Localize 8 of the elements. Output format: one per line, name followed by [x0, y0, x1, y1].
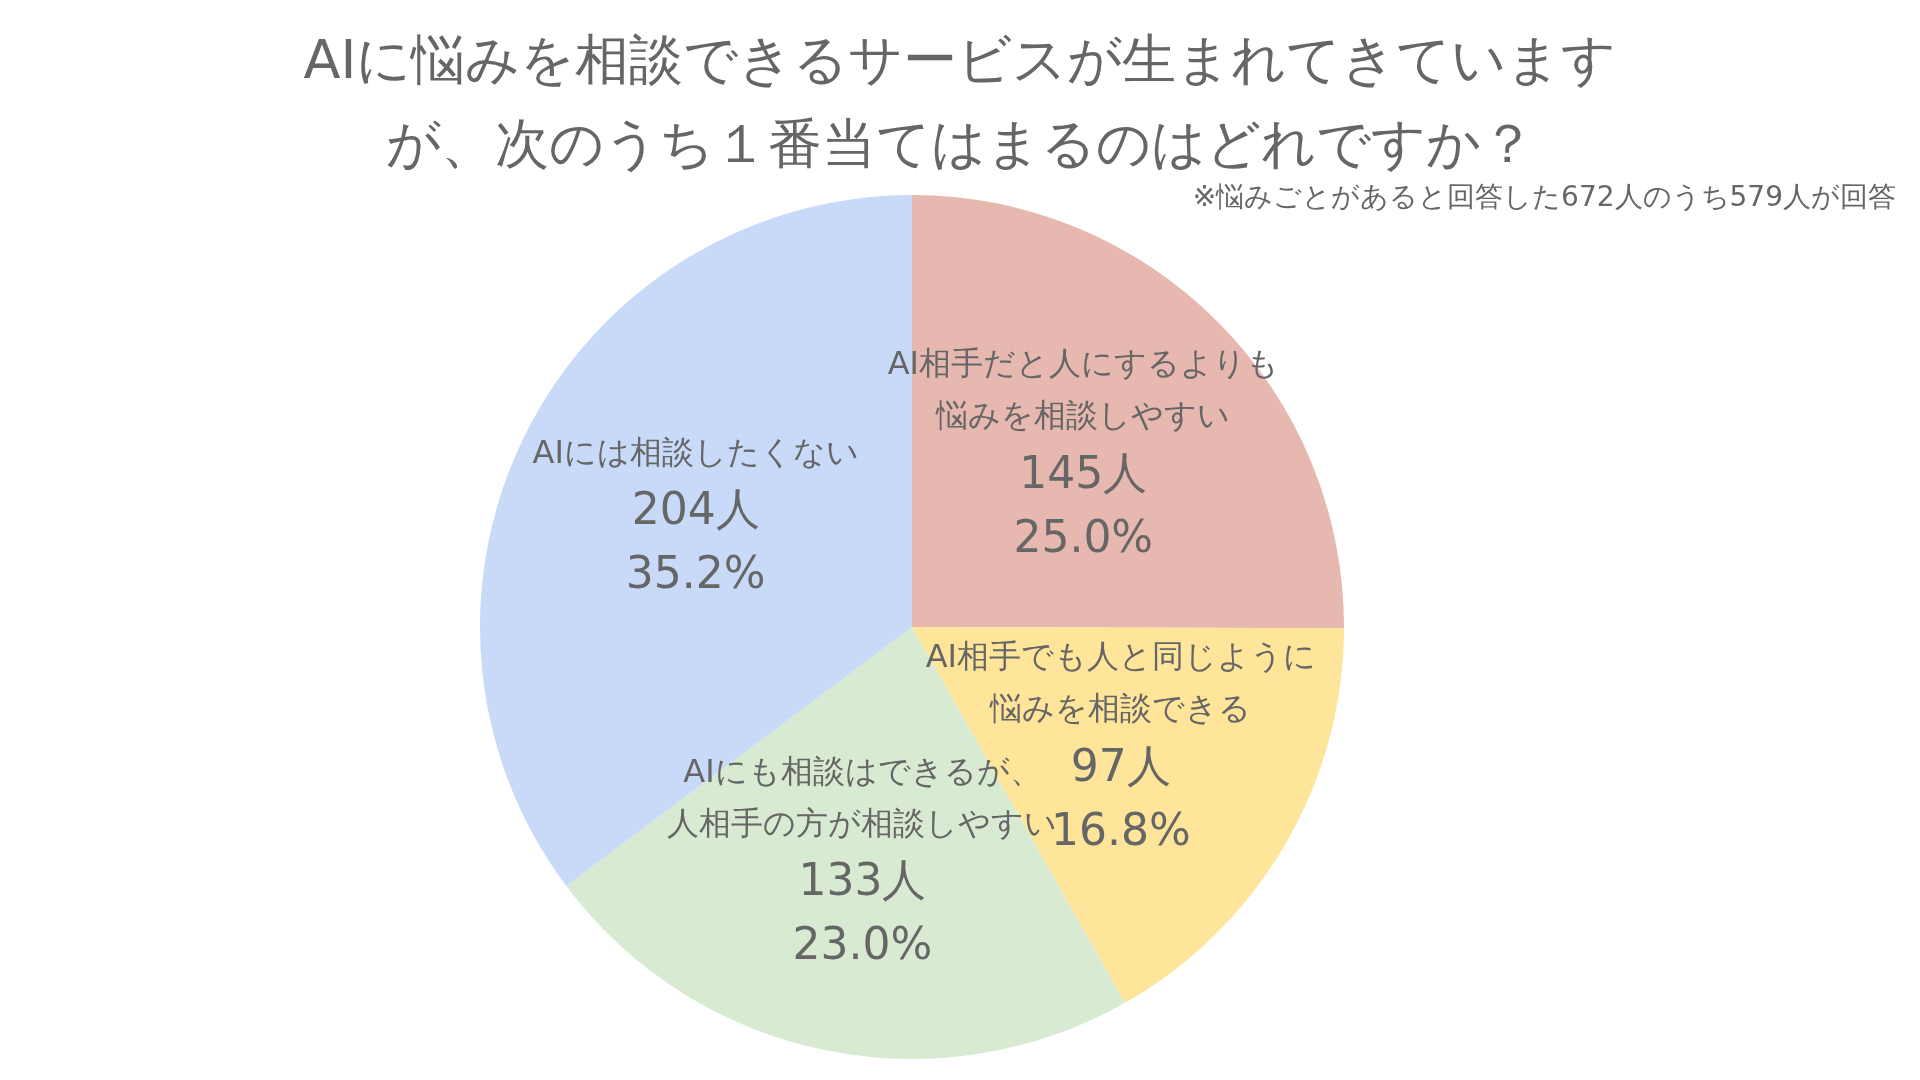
slice-label: AI相手でも人と同じように悩みを相談できる — [925, 637, 1317, 728]
data-label: 204人 35.2% — [625, 483, 766, 599]
slice-label: AI相手だと人にするよりも悩みを相談しやすい — [887, 344, 1279, 435]
text: ※悩みごとがあると回答した672人のうち579人が回答 — [1192, 179, 1896, 215]
data-label: 145人 25.0% — [1013, 446, 1154, 562]
data-label: 133人 23.0% — [792, 854, 933, 970]
slice-label: AIには相談したくない — [532, 433, 859, 472]
chart-title: AIに悩みを相談できるサービスが生まれてきていますが、次のうち１番当てはまるのはどれですか？ — [303, 28, 1617, 175]
